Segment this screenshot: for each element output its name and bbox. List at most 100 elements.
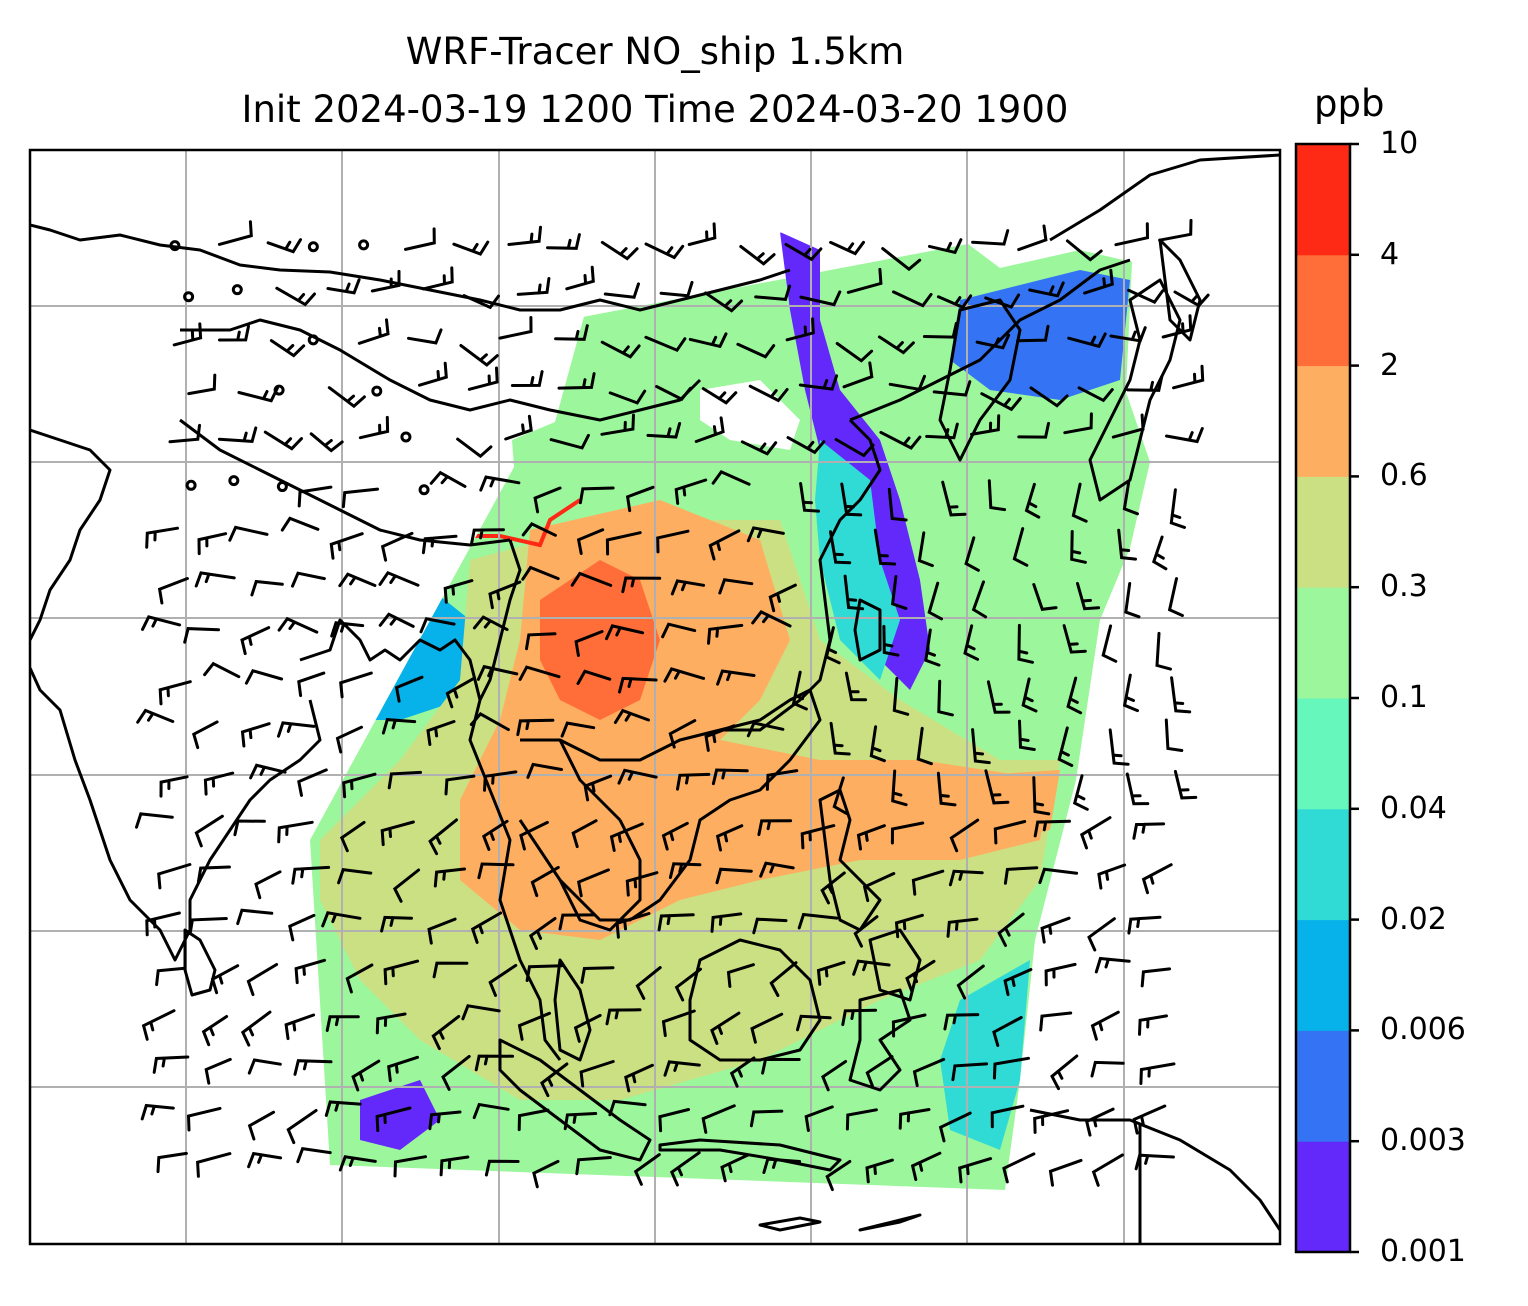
wind-barb: [720, 1153, 750, 1183]
wind-barb: [392, 868, 421, 903]
wind-barb: [329, 532, 364, 560]
wind-barb: [1134, 1153, 1175, 1171]
wind-barb: [853, 915, 879, 948]
wind-barb: [375, 1106, 412, 1132]
coast-china: [720, 418, 882, 732]
wind-barb: [625, 485, 655, 513]
wind-barb: [330, 621, 365, 638]
wind-barb: [754, 284, 792, 301]
wind-barb: [210, 964, 240, 995]
wind-barb: [843, 574, 865, 611]
wind-barb: [1003, 866, 1039, 885]
wind-barb: [528, 917, 557, 950]
wind-barb: [246, 963, 279, 997]
wind-barb: [687, 222, 717, 246]
wind-barb: [157, 577, 189, 605]
wind-barb: [345, 963, 374, 994]
calm-marker: [185, 479, 197, 491]
wind-barb: [912, 1057, 946, 1088]
wind-barb: [656, 529, 690, 554]
wind-barb: [236, 908, 274, 926]
wind-barb: [668, 719, 697, 749]
wind-barb: [481, 819, 509, 851]
wind-barb: [452, 240, 490, 256]
wind-barb: [1141, 863, 1173, 895]
wind-barb: [1033, 1109, 1070, 1134]
wind-barb: [575, 1156, 612, 1176]
wind-barb: [963, 624, 980, 661]
wind-barb: [201, 1015, 229, 1047]
wind-barb: [663, 1060, 701, 1077]
wind-barb: [237, 386, 279, 403]
wind-barb: [711, 470, 751, 486]
wind-barb: [1017, 421, 1050, 439]
wind-barb: [798, 374, 839, 391]
wind-barb: [244, 669, 284, 685]
wind-barb: [254, 870, 282, 900]
wind-barb: [984, 769, 1010, 805]
wind-barb: [470, 911, 503, 944]
wind-barb: [659, 280, 694, 298]
wind-barb: [469, 711, 510, 732]
wind-barb: [339, 671, 373, 699]
wind-barb: [701, 387, 738, 405]
wind-barb: [1076, 582, 1101, 611]
wind-barb: [987, 479, 1007, 512]
wind-barb: [135, 812, 174, 829]
coast-indochina: [518, 688, 822, 922]
wind-barb: [674, 478, 708, 505]
wind-barb: [204, 1057, 232, 1085]
wind-barb: [736, 342, 776, 359]
wind-barb: [879, 430, 922, 450]
coast-sumatra: [498, 1038, 652, 1162]
wind-barb: [294, 958, 326, 985]
wind-barb: [852, 959, 891, 976]
wind-barb: [1140, 967, 1172, 988]
plot-title-line-2: Init 2024-03-19 1200 Time 2024-03-20 190…: [241, 88, 1069, 131]
wind-barb: [421, 266, 454, 291]
wind-barb: [172, 322, 203, 347]
wind-barb: [704, 291, 744, 313]
wind-barb: [715, 824, 744, 852]
coast-bay-bengal: [299, 618, 482, 701]
wind-barb: [862, 872, 896, 903]
wind-barb: [488, 963, 518, 997]
wind-barb: [461, 1004, 501, 1021]
wind-barb: [1003, 968, 1033, 997]
wind-barb: [644, 335, 687, 353]
wind-barb: [661, 622, 697, 639]
wind-barb: [1032, 776, 1051, 816]
map-frame: [28, 148, 1282, 1246]
wind-barb: [152, 1055, 190, 1074]
wind-barb: [444, 774, 476, 796]
wind-barb: [799, 290, 842, 307]
wind-barb: [574, 630, 604, 657]
wind-barb: [890, 821, 925, 845]
colorbar-segment: [1296, 698, 1350, 810]
wind-barb: [554, 324, 589, 341]
wind-barb: [613, 708, 650, 724]
wind-barb: [1108, 728, 1130, 766]
wind-barb: [829, 721, 851, 756]
wind-barb: [525, 632, 557, 651]
wind-barb: [938, 1111, 972, 1143]
coast-himalaya-border: [180, 318, 702, 422]
coast-north-border: [30, 223, 791, 312]
calm-marker: [228, 475, 240, 487]
wind-barb: [1021, 677, 1038, 713]
wind-barb: [633, 1153, 661, 1186]
wind-barb: [380, 915, 413, 933]
wind-barb: [943, 1013, 980, 1031]
wind-barb: [1077, 386, 1114, 403]
wind-barb: [891, 1013, 927, 1038]
wind-barb: [701, 1104, 736, 1134]
wind-barb: [380, 820, 415, 847]
wind-barb: [387, 1055, 419, 1083]
wind-barb: [351, 1059, 381, 1092]
wind-barb: [761, 1057, 801, 1075]
wind-barb: [196, 1152, 232, 1178]
wind-barb: [910, 1151, 942, 1181]
wind-barb: [381, 718, 417, 735]
wind-barb: [986, 680, 1011, 714]
wind-barb: [1167, 577, 1184, 617]
